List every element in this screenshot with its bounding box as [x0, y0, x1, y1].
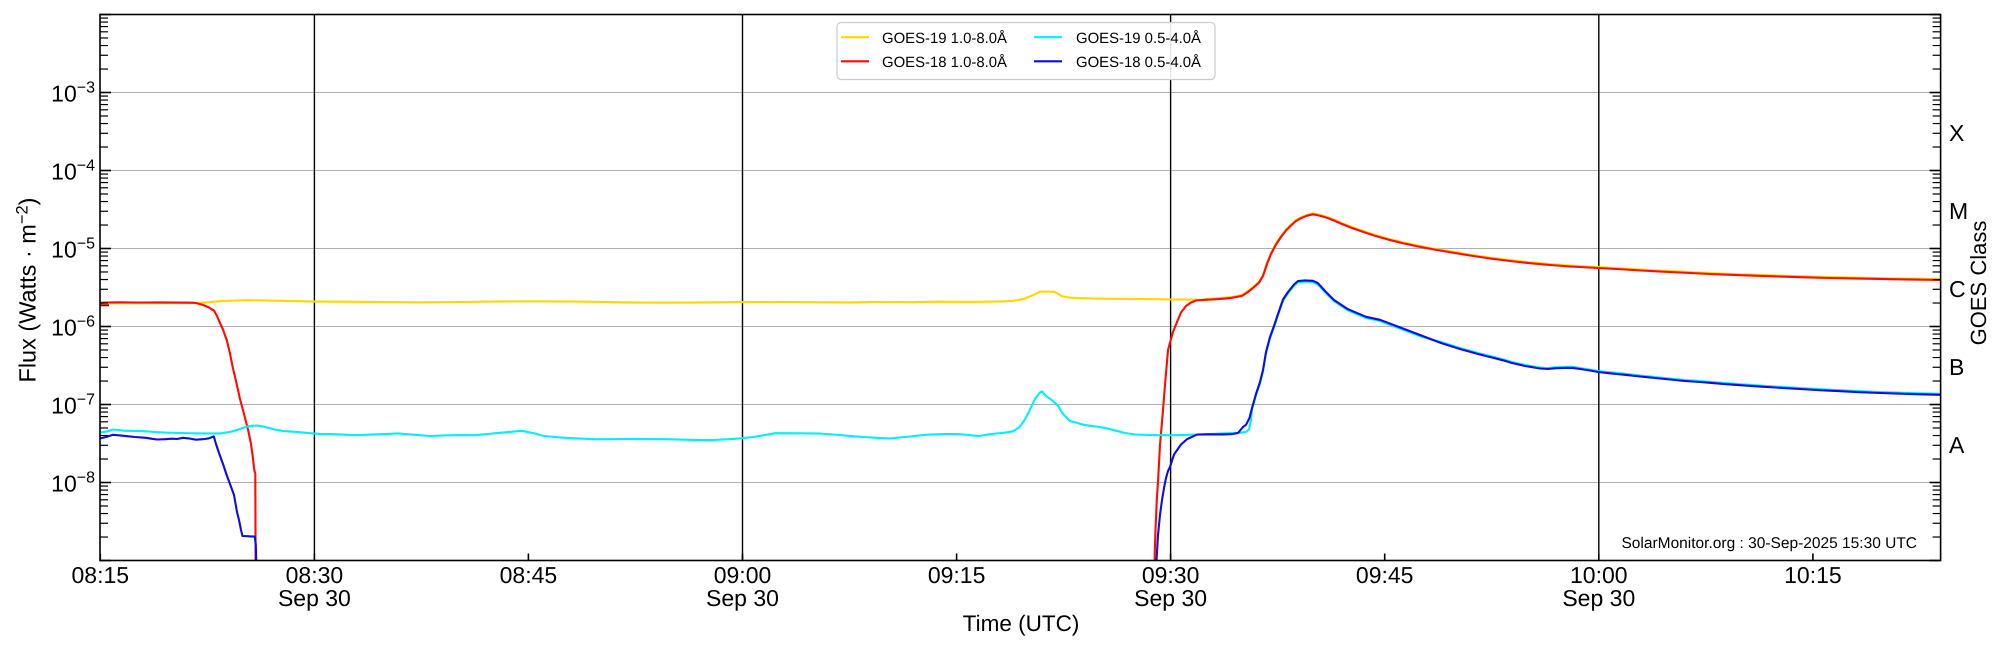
svg-text:10−7: 10−7 — [51, 392, 95, 419]
svg-text:08:45: 08:45 — [500, 562, 558, 588]
svg-text:10:15: 10:15 — [1784, 562, 1842, 588]
svg-text:GOES-18 0.5-4.0Å: GOES-18 0.5-4.0Å — [1076, 54, 1201, 71]
svg-text:09:00: 09:00 — [714, 562, 772, 588]
svg-text:X: X — [1949, 120, 1964, 146]
svg-text:GOES Class: GOES Class — [1966, 221, 1991, 346]
svg-text:B: B — [1949, 354, 1964, 380]
svg-text:SolarMonitor.org : 30-Sep-2025: SolarMonitor.org : 30-Sep-2025 15:30 UTC — [1621, 535, 1917, 552]
svg-text:A: A — [1949, 432, 1965, 458]
svg-text:GOES-19 1.0-8.0Å: GOES-19 1.0-8.0Å — [882, 30, 1007, 47]
svg-text:Sep 30: Sep 30 — [1134, 585, 1207, 611]
svg-text:10−5: 10−5 — [51, 236, 95, 263]
svg-text:Sep 30: Sep 30 — [706, 585, 779, 611]
svg-text:10−4: 10−4 — [51, 158, 95, 185]
svg-text:10−6: 10−6 — [51, 314, 95, 341]
svg-text:09:45: 09:45 — [1356, 562, 1414, 588]
svg-text:C: C — [1949, 276, 1966, 302]
svg-text:10:00: 10:00 — [1570, 562, 1628, 588]
svg-text:M: M — [1949, 198, 1968, 224]
svg-text:08:15: 08:15 — [72, 562, 130, 588]
svg-text:Sep 30: Sep 30 — [278, 585, 351, 611]
svg-text:Time (UTC): Time (UTC) — [963, 611, 1080, 636]
svg-text:09:30: 09:30 — [1142, 562, 1200, 588]
svg-text:GOES-18 1.0-8.0Å: GOES-18 1.0-8.0Å — [882, 54, 1007, 71]
svg-text:GOES-19 0.5-4.0Å: GOES-19 0.5-4.0Å — [1076, 30, 1201, 47]
svg-text:08:30: 08:30 — [286, 562, 344, 588]
svg-text:10−8: 10−8 — [51, 470, 95, 497]
svg-text:Flux (Watts · m−2): Flux (Watts · m−2) — [14, 197, 41, 382]
svg-text:09:15: 09:15 — [928, 562, 986, 588]
svg-text:Sep 30: Sep 30 — [1562, 585, 1635, 611]
svg-text:10−3: 10−3 — [51, 80, 95, 107]
